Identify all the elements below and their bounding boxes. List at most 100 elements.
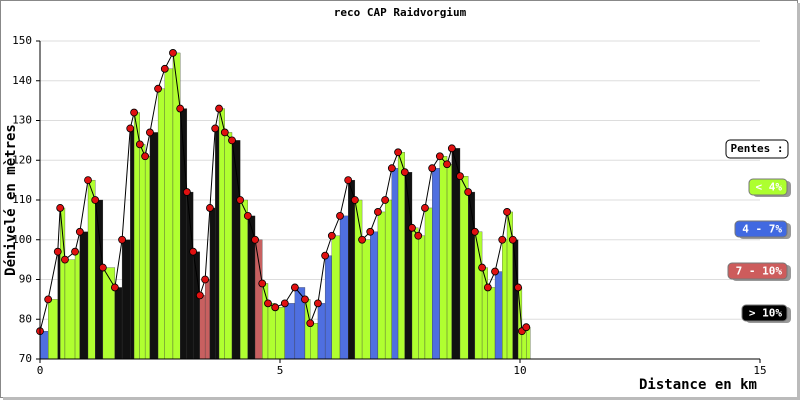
point — [350, 196, 359, 204]
y-tick-label: 90 — [19, 273, 32, 286]
point — [44, 295, 53, 304]
bar — [254, 239, 263, 360]
point — [306, 319, 315, 328]
point — [408, 223, 416, 232]
point — [414, 231, 423, 240]
legend-title-box — [725, 139, 789, 159]
bar — [48, 299, 58, 360]
legend-swatch — [727, 262, 788, 280]
y-tick-label: 70 — [19, 352, 32, 365]
point — [508, 235, 517, 244]
point — [258, 279, 267, 288]
point — [215, 104, 223, 113]
legend-swatch — [741, 304, 788, 322]
bar — [267, 303, 276, 360]
point — [428, 164, 437, 173]
point — [366, 227, 375, 236]
point — [358, 235, 366, 244]
bar — [411, 227, 419, 360]
bar — [102, 267, 116, 360]
bar — [139, 144, 146, 360]
bar — [133, 112, 140, 360]
y-tick-label: 150 — [12, 34, 32, 47]
point — [169, 49, 177, 57]
bar — [446, 164, 452, 360]
point — [91, 196, 100, 204]
point — [135, 140, 144, 149]
bar — [487, 287, 496, 360]
point — [503, 208, 511, 216]
x-tick-label: 0 — [37, 364, 44, 377]
point — [61, 255, 69, 264]
x-axis-label: Distance en km — [639, 377, 757, 393]
bar — [502, 239, 508, 360]
bar — [87, 179, 96, 360]
point — [182, 188, 191, 196]
bar — [361, 239, 371, 360]
point — [56, 204, 65, 212]
y-tick-label: 100 — [12, 233, 32, 246]
point — [201, 275, 210, 284]
bar — [284, 303, 296, 360]
point — [456, 172, 464, 181]
bar — [354, 199, 363, 360]
point — [498, 235, 507, 244]
bar — [240, 199, 248, 360]
point — [381, 196, 390, 204]
y-tick-label: 120 — [12, 153, 32, 166]
profile-line — [39, 51, 527, 333]
point — [271, 303, 280, 312]
point — [146, 128, 154, 137]
legend-label: 4 - 7% — [742, 223, 782, 236]
bar — [192, 251, 200, 360]
bar — [164, 68, 174, 360]
point — [470, 227, 479, 236]
point — [514, 283, 522, 292]
legend-label: < 4% — [756, 181, 783, 194]
point — [290, 283, 299, 292]
point — [211, 124, 220, 133]
chart-title: reco CAP Raidvorgium — [334, 6, 467, 19]
bar — [397, 152, 405, 360]
point — [75, 227, 84, 236]
point — [195, 291, 204, 300]
point — [189, 247, 198, 256]
point — [522, 323, 531, 332]
point — [206, 204, 214, 212]
bar — [95, 199, 104, 360]
bar — [526, 327, 531, 360]
bar — [451, 148, 461, 360]
bar — [304, 299, 311, 360]
bar — [204, 279, 211, 360]
bar — [130, 128, 135, 360]
legend-swatch — [734, 220, 788, 238]
bar — [149, 132, 159, 360]
legend-swatch — [748, 178, 788, 196]
point — [110, 283, 119, 292]
legend-label: > 10% — [749, 307, 782, 320]
point — [394, 148, 402, 157]
bar — [348, 179, 356, 360]
point — [321, 251, 330, 260]
point — [251, 235, 259, 244]
y-axis-label: Dénivelé en mètres — [3, 124, 19, 276]
bar — [370, 231, 379, 360]
point — [374, 208, 382, 216]
bar — [157, 88, 165, 360]
bar — [218, 108, 225, 360]
shadow — [3, 397, 800, 400]
bar — [64, 259, 76, 360]
point — [98, 263, 107, 272]
bar — [74, 251, 80, 360]
bar — [114, 287, 123, 360]
point — [478, 263, 486, 272]
point — [176, 104, 185, 113]
point — [301, 295, 309, 304]
x-tick-label: 5 — [277, 364, 284, 377]
point — [280, 299, 289, 308]
bar — [144, 156, 151, 360]
bar — [275, 307, 285, 360]
bar — [432, 168, 440, 360]
point — [464, 188, 473, 196]
bar — [481, 267, 488, 360]
